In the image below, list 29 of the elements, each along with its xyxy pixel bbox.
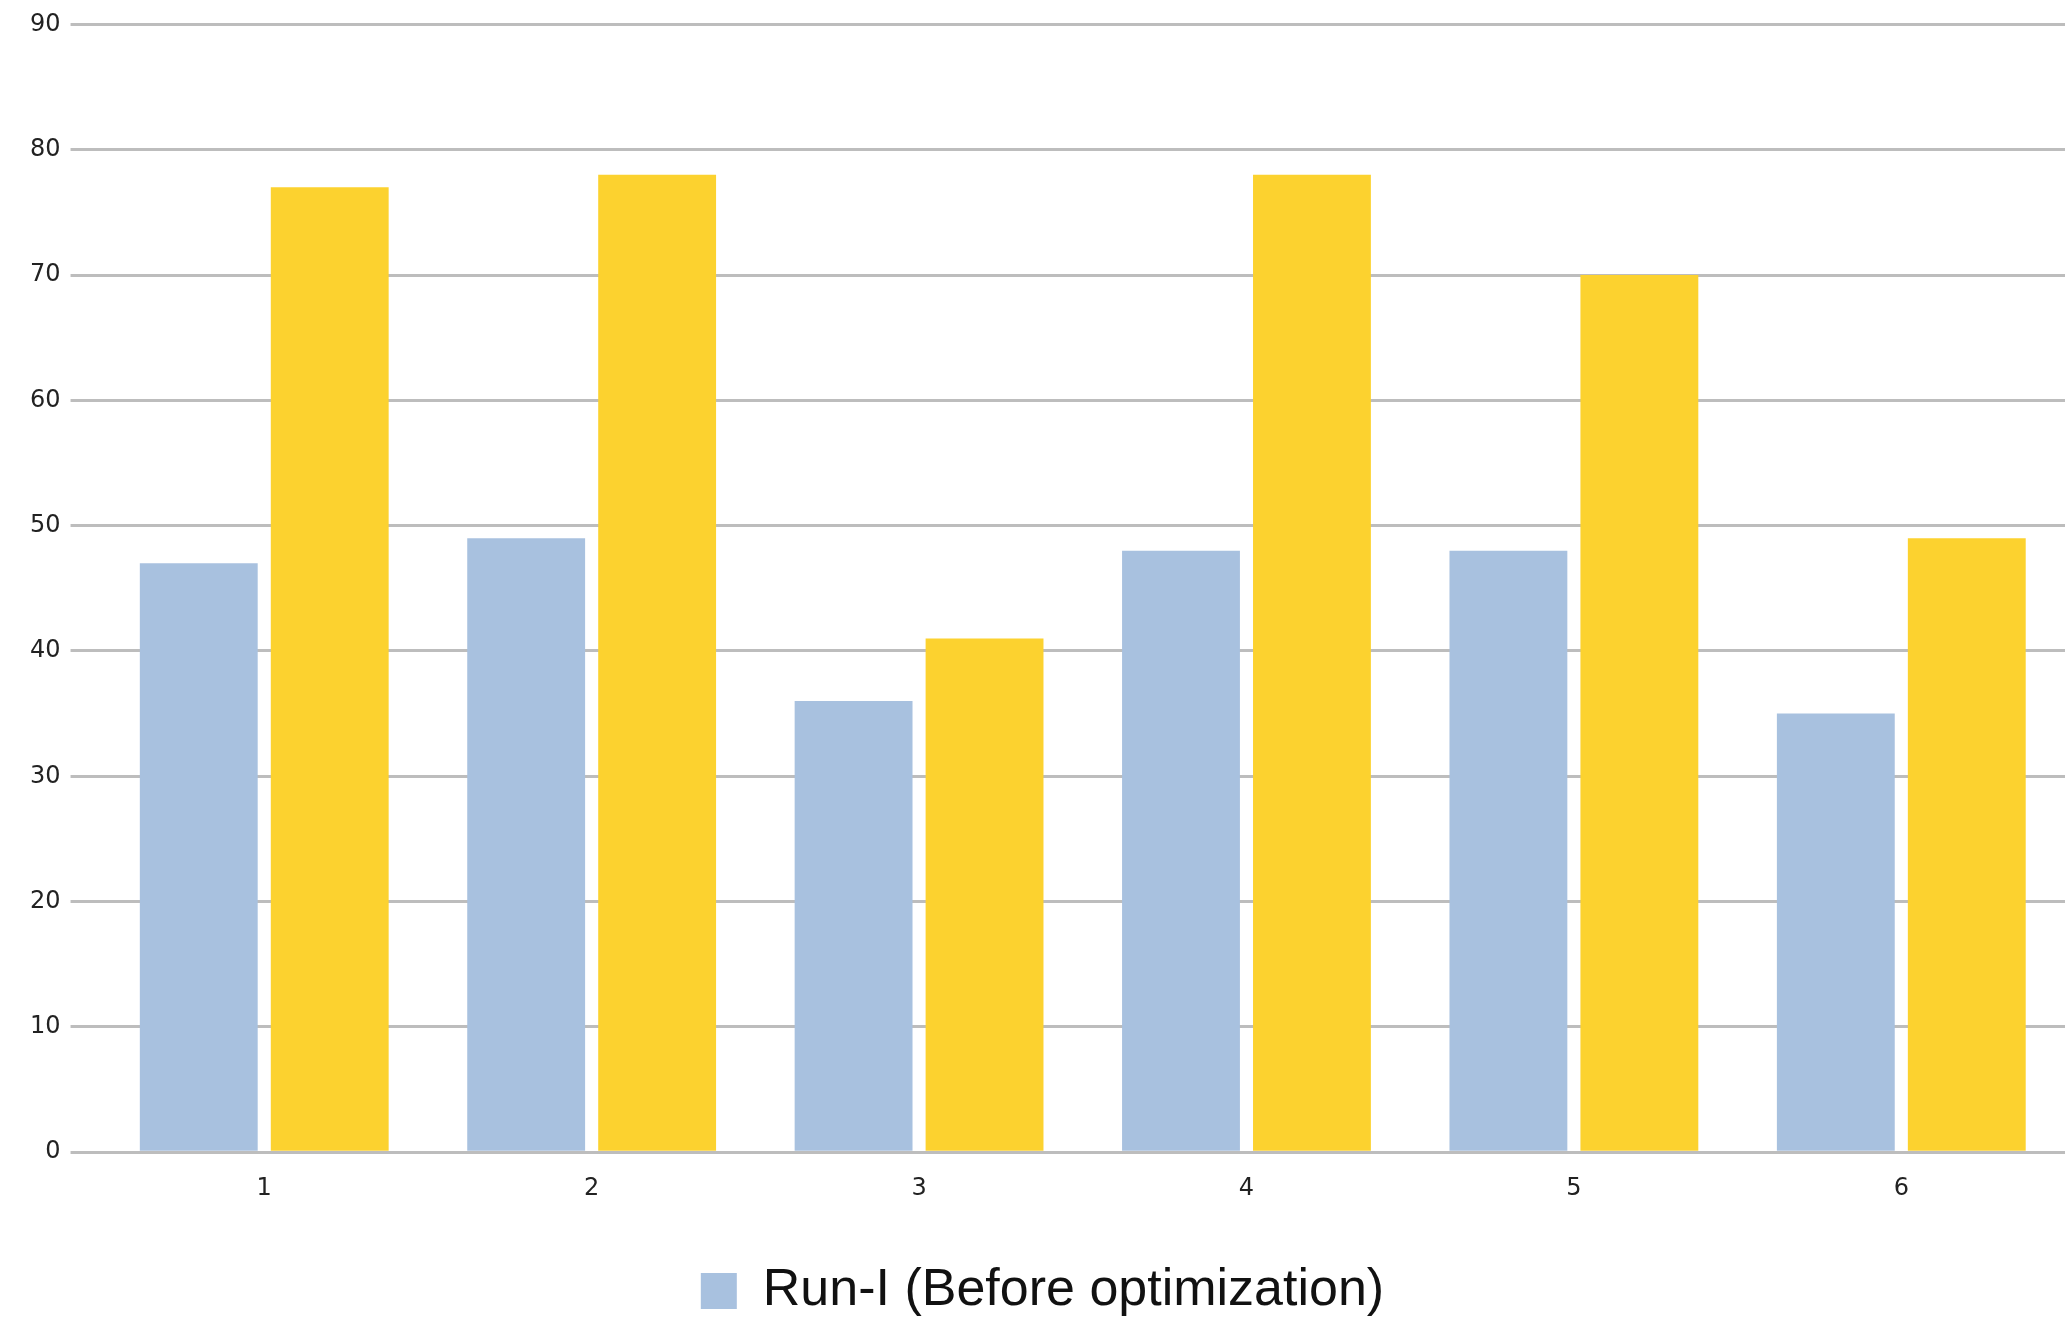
bar [1253,174,1371,1151]
y-tick-label: 0 [45,1136,61,1165]
bar [1449,550,1568,1151]
y-tick-label: 20 [29,885,61,914]
y-tick-label: 50 [29,509,61,538]
x-tick-label: 6 [1893,1172,1909,1201]
bar [1122,550,1240,1151]
y-tick-label: 90 [29,8,61,37]
x-tick-label: 4 [1238,1172,1255,1201]
legend-label: Run-I (Before optimization) [762,1258,1385,1317]
y-tick-label: 40 [29,635,61,664]
bar [925,638,1044,1151]
y-tick-label: 70 [29,259,61,288]
bar [139,563,258,1151]
y-tick-label: 60 [29,384,61,413]
x-tick-label: 5 [1566,1172,1582,1201]
bar [270,187,389,1151]
x-tick-label: 1 [256,1172,272,1201]
bar [1580,275,1699,1151]
bar [1907,538,2026,1151]
y-tick-label: 30 [29,760,61,789]
x-tick-label: 2 [584,1172,600,1201]
x-tick-label: 3 [911,1172,927,1201]
bar [598,174,717,1151]
bar [467,538,586,1151]
bar [794,701,913,1151]
y-tick-label: 80 [29,133,61,162]
bar [1776,713,1895,1151]
y-tick-label: 10 [29,1011,61,1040]
